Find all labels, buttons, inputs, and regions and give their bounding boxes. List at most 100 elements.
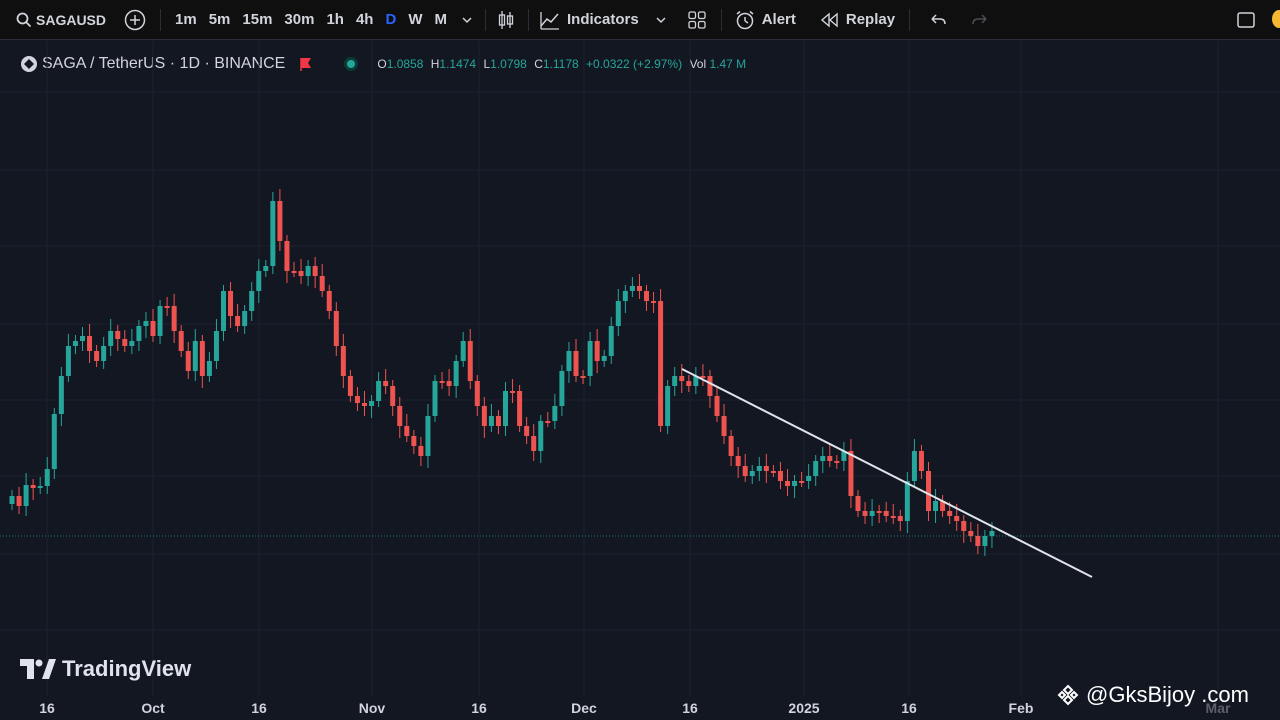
candle-up	[806, 476, 812, 481]
fullscreen-button[interactable]	[1236, 0, 1256, 40]
status-dot-icon	[344, 57, 359, 71]
tf-30m[interactable]: 30m	[284, 11, 315, 28]
candle-up	[129, 341, 135, 346]
undo-button[interactable]	[928, 0, 948, 40]
binance-icon	[1057, 684, 1079, 706]
high-value: 1.1474	[439, 57, 477, 71]
candle-up	[608, 326, 614, 356]
x-tick-label: Feb	[1008, 700, 1034, 716]
indicators-label: Indicators	[567, 11, 639, 28]
candle-down	[876, 511, 882, 513]
separator	[160, 8, 162, 31]
close-key: C	[534, 57, 543, 71]
candle-up	[552, 406, 558, 421]
candle-up	[538, 421, 544, 451]
tf-5m[interactable]: 5m	[208, 11, 231, 28]
candle-down	[326, 291, 332, 311]
candle-down	[658, 301, 664, 426]
candle-down	[777, 471, 783, 481]
candle-up	[376, 381, 382, 401]
tradingview-logo-text: TradingView	[62, 656, 192, 681]
candle-down	[918, 451, 924, 471]
candle-down	[644, 291, 649, 301]
tf-d[interactable]: D	[385, 11, 397, 28]
candle-up	[101, 346, 107, 361]
candle-down	[87, 336, 93, 351]
candle-down	[848, 451, 854, 496]
candle-down	[94, 351, 100, 361]
candle-down	[164, 306, 170, 308]
candle-down	[115, 331, 121, 339]
candle-down	[510, 391, 516, 393]
candle-down	[312, 266, 318, 276]
candle-down	[495, 416, 501, 426]
candle-down	[580, 376, 586, 378]
candle-up	[136, 326, 142, 341]
candle-up	[601, 356, 607, 361]
candle-down	[827, 456, 833, 461]
candle-up	[756, 466, 762, 471]
candle-down	[735, 456, 741, 466]
candle-down	[171, 306, 177, 331]
candlestick-chart[interactable]	[0, 41, 1280, 696]
layouts-button[interactable]	[687, 0, 707, 40]
replay-button[interactable]: Replay	[820, 0, 895, 40]
timeframe-group: 1m 5m 15m 30m 1h 4h D W M	[169, 0, 473, 40]
chevron-down-icon[interactable]	[461, 14, 473, 26]
candle-up	[425, 416, 431, 456]
volume-key: Vol	[689, 57, 707, 71]
close-value: 1.1178	[542, 57, 579, 71]
candle-down	[277, 201, 283, 241]
candle-down	[404, 426, 410, 436]
candle-up	[270, 201, 276, 266]
candle-up	[749, 471, 755, 476]
flag-icon[interactable]	[299, 57, 313, 71]
candle-up	[503, 391, 508, 426]
candle-down	[883, 511, 889, 516]
candle-up	[622, 291, 628, 301]
high-key: H	[430, 57, 440, 71]
candle-down	[763, 466, 769, 471]
redo-button[interactable]	[970, 0, 990, 40]
candle-up	[9, 496, 15, 504]
candle-down	[397, 406, 403, 426]
tf-1h[interactable]: 1h	[326, 11, 344, 28]
candle-down	[545, 421, 551, 423]
candle-up	[989, 531, 995, 536]
tf-4h[interactable]: 4h	[355, 11, 374, 28]
candle-up	[369, 401, 375, 406]
candle-down	[418, 446, 424, 456]
indicators-button[interactable]: Indicators	[539, 0, 667, 40]
compare-button[interactable]	[124, 0, 146, 40]
chevron-down-icon[interactable]	[655, 14, 667, 26]
candle-up	[792, 481, 798, 486]
separator	[909, 8, 911, 31]
open-value: 1.0858	[386, 57, 424, 71]
chart-type-button[interactable]	[496, 0, 516, 40]
alert-button[interactable]: Alert	[734, 0, 796, 40]
candle-up	[23, 485, 29, 506]
tradingview-logo[interactable]: TradingView	[20, 656, 191, 682]
tf-m[interactable]: M	[434, 11, 448, 28]
candle-up	[587, 341, 593, 376]
candle-down	[770, 471, 776, 473]
candle-down	[686, 381, 692, 386]
candle-down	[714, 396, 720, 416]
candle-down	[728, 436, 734, 456]
tf-w[interactable]: W	[408, 11, 423, 28]
candle-up	[813, 461, 819, 476]
rewind-icon	[820, 11, 838, 28]
candle-down	[594, 341, 600, 361]
candle-down	[968, 531, 974, 536]
symbol-search[interactable]: SAGAUSD	[0, 0, 106, 40]
tf-15m[interactable]: 15m	[242, 11, 273, 28]
candle-up	[982, 536, 988, 546]
candle-down	[855, 496, 861, 511]
candle-down	[573, 351, 579, 376]
candle-down	[340, 346, 346, 376]
tf-1m[interactable]: 1m	[175, 11, 197, 28]
candle-down	[940, 501, 946, 511]
chart-grid	[0, 41, 1280, 696]
saga-logo-icon	[21, 56, 37, 72]
candle-down	[834, 461, 840, 463]
